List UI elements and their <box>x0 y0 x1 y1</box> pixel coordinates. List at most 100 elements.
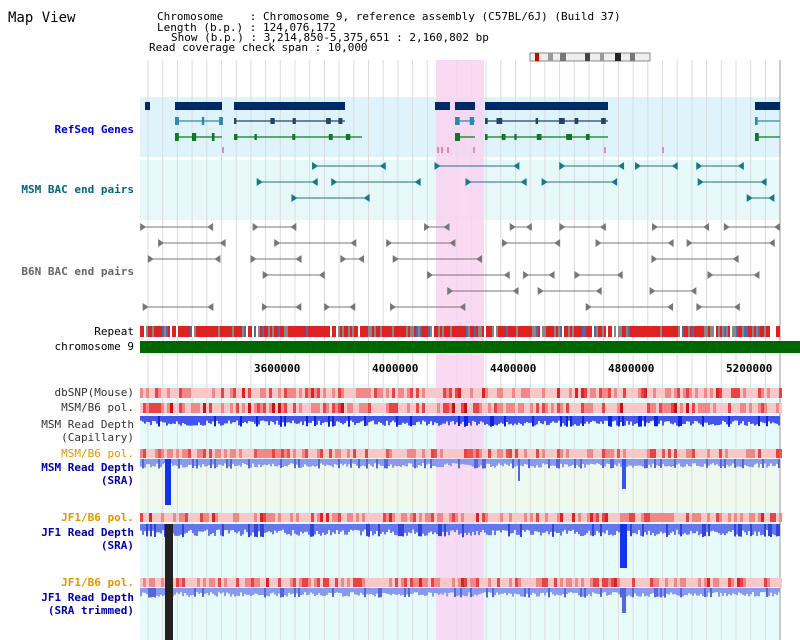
heat-cell <box>467 449 470 458</box>
heat-cell <box>158 403 161 413</box>
heat-cell <box>251 578 254 587</box>
heat-cell <box>581 578 584 587</box>
heat-cell <box>626 513 629 522</box>
depth-bar <box>522 416 524 426</box>
depth-bar <box>346 416 348 421</box>
heat-cell <box>167 513 170 522</box>
depth-bar <box>312 524 314 537</box>
repeat-segment <box>700 326 702 337</box>
repeat-segment <box>458 326 460 337</box>
heat-cell <box>404 388 407 398</box>
heat-cell <box>566 388 569 398</box>
depth-bar <box>504 459 506 464</box>
heat-cell <box>731 513 734 522</box>
repeat-segment <box>520 326 522 337</box>
heat-cell <box>380 513 383 522</box>
heat-cell <box>281 403 284 413</box>
depth-bar <box>496 524 498 531</box>
heat-cell <box>512 578 515 587</box>
heat-cell <box>212 449 215 458</box>
depth-bar <box>150 416 152 425</box>
b6n-bac-pair <box>651 255 658 263</box>
heat-cell <box>596 403 599 413</box>
depth-bar <box>238 416 240 426</box>
depth-bar <box>742 524 744 531</box>
heat-cell <box>737 513 740 522</box>
depth-bar <box>530 588 532 595</box>
heat-cell <box>506 449 509 458</box>
heat-cell <box>218 513 221 522</box>
heat-cell <box>665 513 668 522</box>
heat-cell <box>635 403 638 413</box>
heat-cell <box>416 513 419 522</box>
heat-cell <box>749 403 752 413</box>
depth-bar <box>208 459 210 466</box>
heat-cell <box>473 449 476 458</box>
repeat-segment <box>332 326 334 337</box>
depth-bar <box>324 459 326 466</box>
heat-cell <box>617 403 620 413</box>
depth-bar <box>768 416 770 422</box>
repeat-segment <box>182 326 184 337</box>
depth-bar <box>740 588 742 594</box>
depth-bar <box>314 588 316 596</box>
heat-cell <box>632 388 635 398</box>
heat-cell <box>245 449 248 458</box>
depth-bar <box>448 459 450 466</box>
heat-cell <box>656 449 659 458</box>
track-label-jf1-b6-pol-2: JF1/B6 pol. <box>61 576 134 589</box>
depth-bar <box>442 459 444 468</box>
depth-bar <box>332 459 334 468</box>
chromosome-label: Chromosome <box>157 10 224 23</box>
heat-cell <box>533 449 536 458</box>
repeat-segment <box>364 326 366 337</box>
heat-cell <box>506 578 509 587</box>
heat-cell <box>167 403 170 413</box>
depth-bar <box>632 524 634 534</box>
heat-cell <box>317 403 320 413</box>
depth-bar <box>442 588 444 595</box>
depth-bar <box>594 459 596 465</box>
depth-bar <box>206 416 208 421</box>
heat-cell <box>515 578 518 587</box>
depth-bar <box>756 459 758 464</box>
heat-cell <box>179 513 182 522</box>
heat-cell <box>152 513 155 522</box>
repeat-segment <box>452 326 454 337</box>
depth-bar <box>676 416 678 426</box>
heat-cell <box>284 388 287 398</box>
heat-cell <box>737 449 740 458</box>
heat-cell <box>281 513 284 522</box>
depth-bar <box>536 416 538 425</box>
depth-bar <box>638 588 640 597</box>
heat-cell <box>710 578 713 587</box>
heat-cell <box>329 403 332 413</box>
depth-bar <box>658 588 660 597</box>
depth-bar <box>280 459 282 469</box>
depth-bar <box>600 588 602 597</box>
heat-cell <box>329 578 332 587</box>
repeat-segment <box>306 326 308 337</box>
depth-bar <box>234 524 236 533</box>
depth-bar <box>208 588 210 596</box>
heat-cell <box>779 388 782 398</box>
heat-cell <box>467 403 470 413</box>
heat-cell <box>743 449 746 458</box>
heat-cell <box>437 578 440 587</box>
b6n-bac-pair <box>318 271 325 279</box>
heat-cell <box>401 578 404 587</box>
depth-bar <box>622 416 624 427</box>
depth-bar <box>188 459 190 465</box>
depth-bar <box>580 459 582 469</box>
heat-cell <box>536 513 539 522</box>
repeat-segment <box>504 326 506 337</box>
depth-bar <box>744 524 746 533</box>
repeat-segment <box>658 326 660 337</box>
heat-cell <box>323 449 326 458</box>
heat-cell <box>617 388 620 398</box>
repeat-segment <box>496 326 498 337</box>
heat-cell <box>557 578 560 587</box>
heat-cell <box>563 449 566 458</box>
depth-bar <box>778 524 780 537</box>
